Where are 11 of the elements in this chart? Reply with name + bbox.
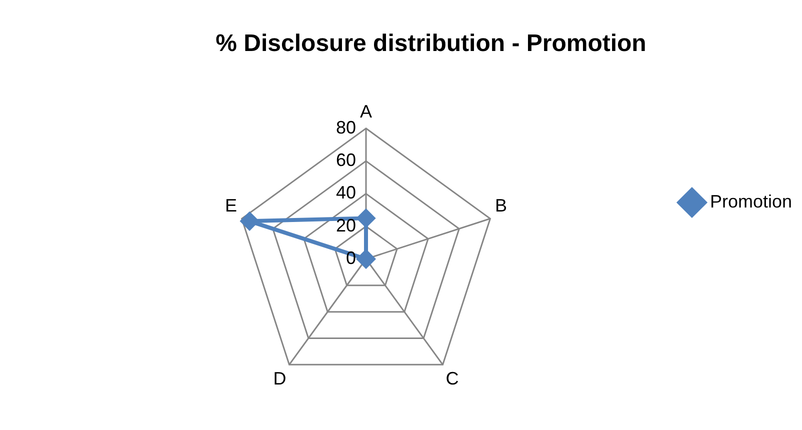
spoke-label: C xyxy=(446,368,459,388)
spoke-label: E xyxy=(225,195,238,216)
spoke-label: B xyxy=(494,195,507,216)
spoke-label: A xyxy=(360,102,372,122)
y-tick-label: 80 xyxy=(336,117,356,138)
chart-title: % Disclosure distribution - Promotion xyxy=(216,30,646,58)
y-tick-label: 40 xyxy=(336,182,356,203)
y-tick-label: 20 xyxy=(336,215,356,236)
y-tick-label: 60 xyxy=(336,150,356,170)
spoke-label: D xyxy=(273,368,286,388)
legend-label: Promotion xyxy=(710,191,792,212)
